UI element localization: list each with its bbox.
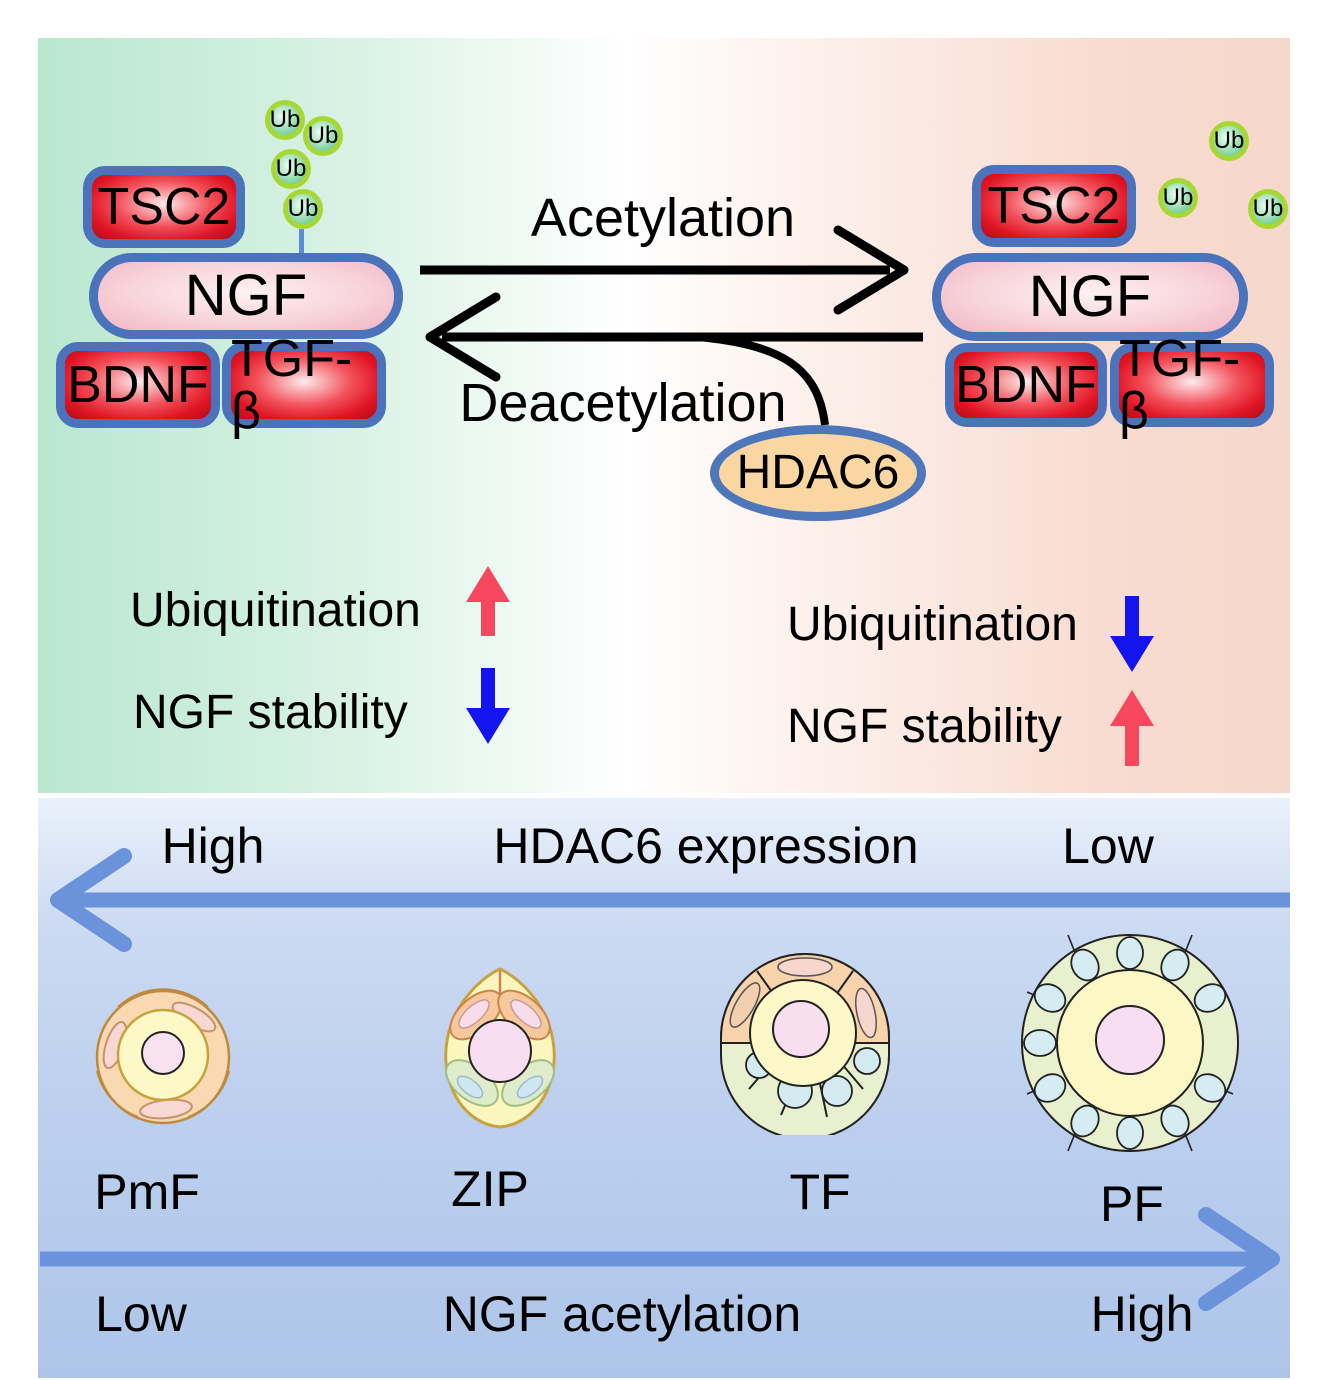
ngf-stability-status-left: NGF stability (133, 686, 408, 739)
tgfb-protein-left: TGF-β (222, 333, 386, 437)
ubiquitin-icon: Ub (303, 116, 343, 156)
tgfb-protein-right: TGF-β (1110, 333, 1274, 437)
ubiquitination-status-right: Ubiquitination (787, 598, 1078, 651)
acetylation-axis-low-label: Low (95, 1286, 187, 1342)
stage-label-pmf: PmF (94, 1164, 200, 1220)
ngf-label: NGF (184, 263, 308, 328)
deacetylation-label: Deacetylation (459, 373, 787, 433)
up-arrow-icon (1110, 690, 1154, 766)
ub-label: Ub (1252, 195, 1284, 222)
hdac6-enzyme: HDAC6 (710, 425, 926, 521)
acetylation-label: Acetylation (530, 188, 796, 248)
ubiquitin-icon: Ub (1248, 189, 1288, 229)
pf-follicle-illustration (1021, 934, 1239, 1152)
up-arrow-icon (466, 566, 510, 636)
ubiquitin-icon: Ub (1209, 121, 1249, 161)
hdac6-axis-low-label: Low (1062, 818, 1154, 874)
ub-label: Ub (1162, 184, 1194, 211)
ubiquitin-icon: Ub (271, 149, 311, 189)
tsc2-protein-right: TSC2 (972, 165, 1136, 247)
tsc2-protein-left: TSC2 (83, 166, 245, 248)
tsc2-label: TSC2 (97, 178, 231, 236)
stage-label-tf: TF (789, 1164, 851, 1220)
ubiquitination-status-left: Ubiquitination (130, 584, 421, 637)
tgfb-label: TGF-β (1119, 330, 1241, 440)
ngf-label: NGF (1028, 264, 1152, 329)
bdnf-protein-left: BDNF (56, 342, 220, 428)
ub-label: Ub (1213, 127, 1245, 154)
tsc2-label: TSC2 (987, 177, 1121, 235)
tf-follicle-illustration (720, 953, 890, 1135)
ubiquitin-icon: Ub (1158, 178, 1198, 218)
ubiquitin-linker (299, 229, 304, 255)
ngf-protein-left: NGF (89, 253, 403, 339)
ub-label: Ub (287, 195, 319, 222)
acetylation-axis-title: NGF acetylation (442, 1286, 802, 1342)
ubiquitin-icon: Ub (265, 100, 305, 140)
acetylation-axis-high-label: High (1090, 1286, 1194, 1342)
hdac6-axis-title: HDAC6 expression (493, 818, 919, 874)
acetylation-mechanism-panel: Ub Ub Ub Ub TSC2 NGF BDNF TGF-β Ub Ub Ub… (38, 38, 1290, 793)
ub-label: Ub (269, 106, 301, 133)
bdnf-label: BDNF (67, 356, 209, 414)
bdnf-protein-right: BDNF (945, 343, 1107, 427)
stage-label-pf: PF (1100, 1176, 1164, 1232)
ngf-protein-right: NGF (932, 253, 1248, 341)
hdac6-axis-arrow-head (50, 848, 132, 952)
deacetylation-arrow-head (425, 292, 501, 382)
zip-follicle-illustration (444, 967, 556, 1129)
tgfb-label: TGF-β (231, 330, 353, 440)
hdac6-label: HDAC6 (736, 446, 900, 499)
ub-label: Ub (275, 155, 307, 182)
ub-label: Ub (307, 122, 339, 149)
down-arrow-icon (1110, 596, 1154, 672)
follicle-development-panel: High HDAC6 expression Low (38, 798, 1290, 1378)
ngf-stability-status-right: NGF stability (787, 700, 1062, 753)
bdnf-label: BDNF (955, 356, 1097, 414)
stage-label-zip: ZIP (451, 1161, 529, 1217)
pmf-follicle-illustration (95, 988, 231, 1125)
hdac6-axis-high-label: High (161, 818, 265, 874)
ubiquitin-icon: Ub (283, 189, 323, 229)
acetylation-axis-arrow-head (1198, 1207, 1280, 1311)
down-arrow-icon (466, 668, 510, 744)
